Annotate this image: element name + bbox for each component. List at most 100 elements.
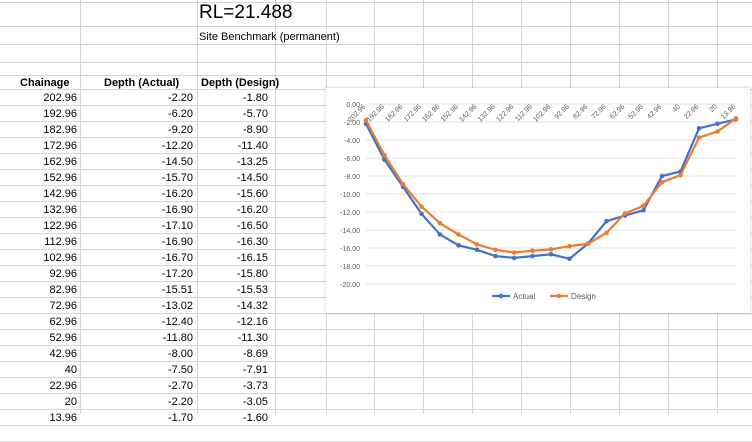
depth-design-cell[interactable]: -13.25 [236, 156, 268, 168]
x-tick-label: 112.96 [514, 103, 534, 123]
depth-design-cell[interactable]: -8.90 [242, 124, 268, 136]
depth-design-cell[interactable]: -14.50 [236, 172, 268, 184]
depth-design-cell[interactable]: -16.15 [236, 252, 268, 264]
x-tick-label: 182.96 [384, 103, 404, 123]
depth-actual-cell[interactable]: -15.51 [161, 284, 193, 296]
depth-design-cell[interactable]: -1.60 [242, 412, 268, 424]
row-gridline [0, 425, 752, 426]
depth-actual-cell[interactable]: -12.20 [161, 140, 193, 152]
legend-label-design: Design [571, 292, 596, 301]
depth-actual-cell[interactable]: -16.70 [161, 252, 193, 264]
chainage-cell[interactable]: 92.96 [49, 268, 77, 280]
row-gridline [0, 2, 752, 3]
depth-actual-cell[interactable]: -9.20 [167, 124, 193, 136]
x-tick-label: 162.96 [421, 103, 441, 123]
chainage-cell[interactable]: 102.96 [43, 252, 77, 264]
x-tick-label: 72.96 [591, 103, 608, 120]
depth-actual-cell[interactable]: -17.20 [161, 268, 193, 280]
depth-actual-cell[interactable]: -2.20 [167, 396, 193, 408]
data-point-actual [696, 126, 702, 131]
depth-actual-cell[interactable]: -2.70 [167, 380, 193, 392]
column-header[interactable]: Chainage [20, 77, 70, 89]
depth-design-cell[interactable]: -12.16 [236, 316, 268, 328]
data-point-actual [456, 243, 461, 248]
chainage-cell[interactable]: 132.96 [43, 204, 77, 216]
depth-actual-cell[interactable]: -7.50 [167, 364, 193, 376]
depth-actual-cell[interactable]: -6.20 [167, 108, 193, 120]
depth-design-cell[interactable]: -16.30 [236, 236, 268, 248]
x-tick-label: 172.96 [403, 103, 423, 123]
depth-design-cell[interactable]: -16.20 [236, 204, 268, 216]
chainage-cell[interactable]: 20 [64, 396, 77, 408]
benchmark-label-cell[interactable]: Site Benchmark (permanent) [199, 31, 340, 43]
chainage-cell[interactable]: 112.96 [44, 236, 77, 248]
chainage-cell[interactable]: 172.96 [43, 140, 77, 152]
row-gridline [0, 62, 752, 63]
depth-actual-cell[interactable]: -1.70 [167, 412, 193, 424]
chainage-cell[interactable]: 13.96 [49, 412, 77, 424]
depth-actual-cell[interactable]: -2.20 [167, 92, 193, 104]
depth-chart[interactable]: 0.00 -2.00 -4.00 -6.00 -8.00 -10.00 -12.00 -14.… [326, 88, 750, 313]
x-tick-label: 40 [671, 103, 682, 114]
row-gridline [0, 75, 752, 76]
chainage-cell[interactable]: 162.96 [43, 156, 77, 168]
data-point-design [530, 248, 535, 253]
data-point-design [382, 153, 387, 158]
chainage-cell[interactable]: 152.96 [43, 172, 77, 184]
x-tick-label: 152.96 [440, 103, 460, 123]
depth-design-cell[interactable]: -14.32 [236, 300, 268, 312]
x-tick-label: 20 [708, 103, 719, 114]
chainage-cell[interactable]: 122.96 [43, 220, 77, 232]
x-tick-label: 92.96 [554, 103, 571, 120]
data-point-design [622, 211, 628, 216]
depth-actual-cell[interactable]: -16.90 [161, 236, 193, 248]
x-tick-label: 122.96 [495, 103, 515, 123]
depth-design-cell[interactable]: -11.30 [237, 332, 268, 344]
chainage-cell[interactable]: 192.96 [43, 108, 77, 120]
column-header[interactable]: Depth (Design) [201, 77, 280, 89]
x-tick-label: 102.96 [532, 103, 552, 123]
row-gridline [0, 313, 752, 314]
chainage-cell[interactable]: 52.96 [49, 332, 77, 344]
y-tick-label: -12.00 [340, 210, 360, 217]
data-point-actual [715, 121, 720, 127]
chainage-cell[interactable]: 22.96 [49, 380, 77, 392]
depth-actual-cell[interactable]: -17.10 [161, 220, 193, 232]
chainage-cell[interactable]: 142.96 [43, 188, 77, 200]
series-line-design [365, 117, 737, 254]
chainage-cell[interactable]: 202.96 [43, 92, 77, 104]
depth-design-cell[interactable]: -15.80 [236, 268, 268, 280]
chainage-cell[interactable]: 42.96 [49, 348, 77, 360]
depth-design-cell[interactable]: -8.69 [242, 348, 268, 360]
depth-actual-cell[interactable]: -16.20 [161, 188, 193, 200]
data-point-actual [548, 252, 554, 257]
depth-design-cell[interactable]: -15.60 [236, 188, 268, 200]
depth-design-cell[interactable]: -7.91 [242, 364, 268, 376]
chainage-cell[interactable]: 182.96 [43, 124, 77, 136]
depth-design-cell[interactable]: -5.70 [242, 108, 268, 120]
depth-actual-cell[interactable]: -11.80 [162, 332, 193, 344]
column-header[interactable]: Depth (Actual) [104, 77, 180, 89]
rl-value-cell[interactable]: RL=21.488 [199, 2, 293, 23]
data-point-actual [511, 255, 517, 261]
depth-actual-cell[interactable]: -14.50 [161, 156, 193, 168]
chainage-cell[interactable]: 72.96 [49, 300, 77, 312]
chainage-cell[interactable]: 62.96 [49, 316, 77, 328]
row-gridline [0, 345, 752, 346]
data-point-actual [604, 218, 609, 224]
depth-actual-cell[interactable]: -15.70 [161, 172, 193, 184]
depth-design-cell[interactable]: -11.40 [237, 140, 268, 152]
depth-actual-cell[interactable]: -13.02 [161, 300, 193, 312]
depth-design-cell[interactable]: -3.05 [242, 396, 268, 408]
depth-actual-cell[interactable]: -16.90 [161, 204, 193, 216]
depth-actual-cell[interactable]: -12.40 [161, 316, 193, 328]
depth-design-cell[interactable]: -1.80 [242, 92, 268, 104]
depth-design-cell[interactable]: -3.73 [242, 380, 268, 392]
x-tick-label: 62.96 [609, 103, 626, 120]
depth-design-cell[interactable]: -15.53 [236, 284, 268, 296]
depth-design-cell[interactable]: -16.50 [236, 220, 268, 232]
x-tick-label: 22.96 [683, 103, 700, 120]
chainage-cell[interactable]: 82.96 [49, 284, 77, 296]
depth-actual-cell[interactable]: -8.00 [167, 348, 193, 360]
chainage-cell[interactable]: 40 [64, 364, 77, 376]
